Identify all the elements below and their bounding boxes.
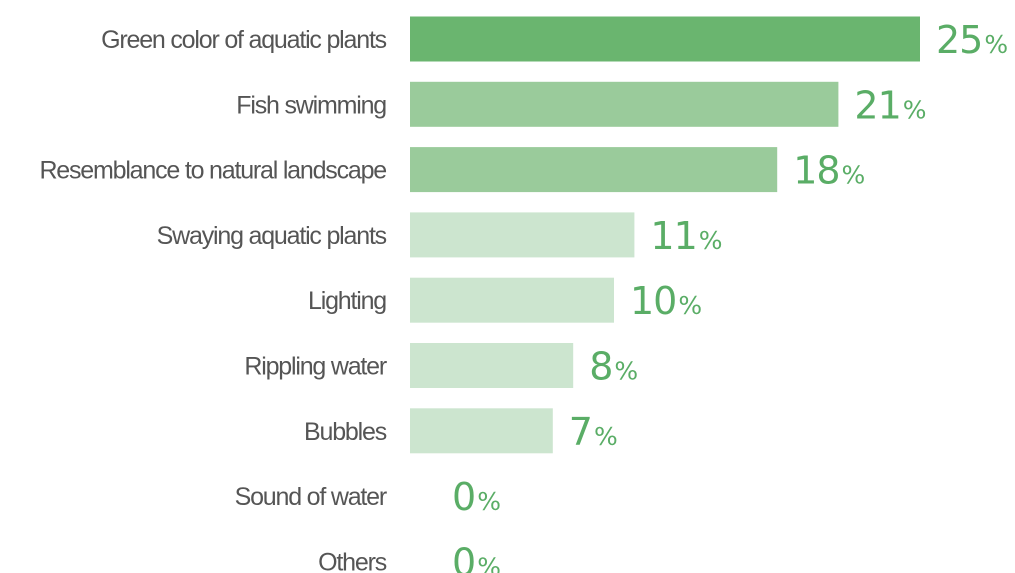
value-label-2: 18% xyxy=(793,149,865,193)
value-labels-layer: 25%21% 18% 11% 10% 8% 7% 0% 0% xyxy=(452,18,1008,573)
bars-layer xyxy=(410,16,920,454)
value-label-6: 7% xyxy=(569,410,618,454)
category-label-4: Lighting xyxy=(308,287,386,315)
category-label-2: Resemblance to natural landscape xyxy=(39,157,386,185)
bar-3 xyxy=(410,212,635,258)
category-label-1: Fish swimming xyxy=(236,91,386,119)
bar-4 xyxy=(410,277,614,323)
category-label-8: Others xyxy=(318,548,387,573)
value-label-7: 0% xyxy=(452,475,501,519)
category-label-0: Green color of aquatic plants xyxy=(101,26,387,54)
category-label-7: Sound of water xyxy=(235,483,387,511)
value-label-5: 8% xyxy=(589,345,638,389)
bar-2 xyxy=(410,147,778,193)
category-label-3: Swaying aquatic plants xyxy=(157,222,387,250)
bar-0 xyxy=(410,16,920,62)
category-label-5: Rippling water xyxy=(244,353,386,381)
value-label-1: 21% xyxy=(854,83,926,127)
value-label-8: 0% xyxy=(452,540,501,573)
bar-1 xyxy=(410,81,839,127)
category-labels-layer: Green color of aquatic plants Fish swimmi… xyxy=(39,26,388,573)
category-label-6: Bubbles xyxy=(304,418,387,446)
value-label-3: 11% xyxy=(650,214,722,258)
bar-5 xyxy=(410,343,574,388)
value-label-4: 10% xyxy=(630,279,702,323)
bar-6 xyxy=(410,408,553,454)
value-label-0: 25% xyxy=(936,18,1008,62)
